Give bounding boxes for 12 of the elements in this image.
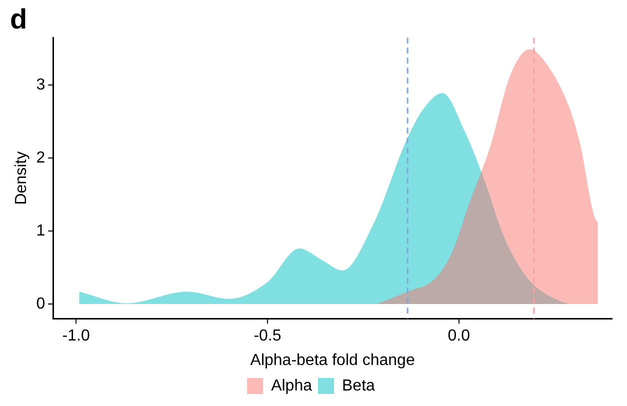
y-axis-title: Density xyxy=(13,151,30,205)
y-tick-label: 1 xyxy=(36,222,46,240)
chart-title: d xyxy=(10,4,28,35)
x-axis-title: Alpha-beta fold change xyxy=(250,352,415,369)
legend-label: Beta xyxy=(342,377,376,394)
legend-label: Alpha xyxy=(271,377,312,394)
x-tick-label: -0.5 xyxy=(254,328,282,345)
x-tick-label: 0.0 xyxy=(448,328,470,345)
x-tick-label: -1.0 xyxy=(62,328,90,345)
y-tick-label: 2 xyxy=(36,149,46,166)
y-tick-label: 0 xyxy=(36,295,46,312)
y-tick-label: 3 xyxy=(36,76,46,94)
